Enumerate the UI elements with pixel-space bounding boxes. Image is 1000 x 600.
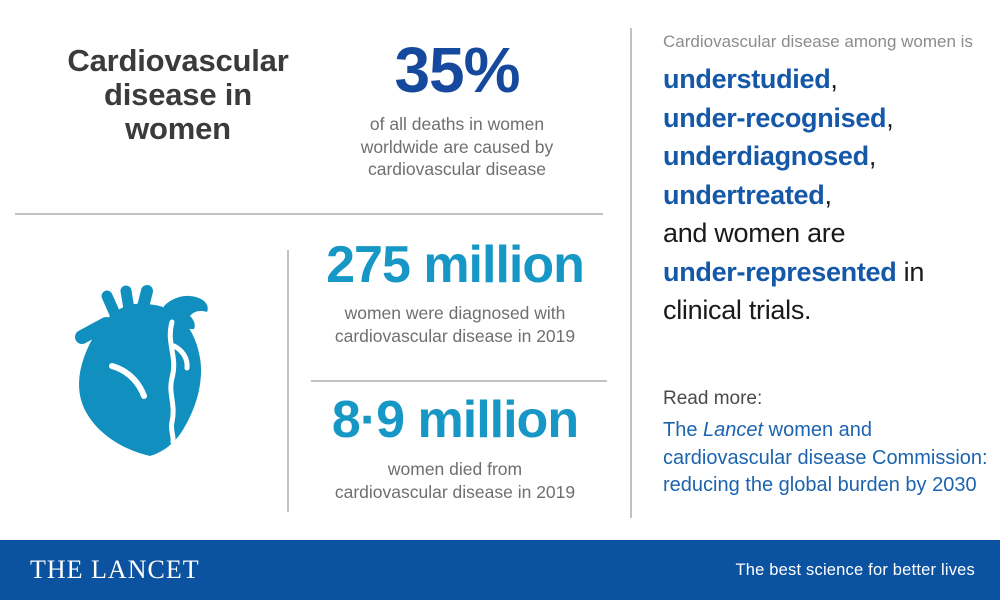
footer-tagline: The best science for better lives [735,560,975,579]
divider-right-panel [630,28,632,518]
line-rest: and women are [663,218,846,248]
anatomical-heart-icon [68,282,218,464]
commission-link-line: cardiovascular disease Commission: [663,446,988,469]
commission-link-line: reducing the global burden by 2030 [663,474,977,496]
right-panel-emphasis-lines: understudied, under-recognised, underdia… [663,60,993,330]
commission-link[interactable]: The Lancet women and cardiovascular dise… [663,417,993,500]
stat-diagnosed-caption: women were diagnosed with cardiovascular… [334,303,576,346]
read-more-label: Read more: [663,388,763,409]
line-rest: , [824,179,832,210]
stat-deaths-percentage-caption: of all deaths in women worldwide are cau… [360,114,554,179]
emphasis-line: under-recognised, [663,99,993,138]
emphasis-line: under-represented in [663,253,993,292]
line-rest: in [896,256,925,287]
emphasis-word: under-represented [663,256,897,287]
link-text: women and [763,419,873,441]
lancet-italic: Lancet [703,419,764,441]
footer-bar: THE LANCET The best science for better l… [0,540,1000,600]
link-text: The [663,419,704,441]
line-rest: , [886,102,894,133]
emphasis-line: undertreated, [663,176,993,215]
right-panel-intro: Cardiovascular disease among women is [663,32,973,51]
stat-diagnosed-value: 275 million [326,236,585,294]
emphasis-word: undertreated [663,179,825,210]
emphasis-word: under-recognised [663,102,887,133]
divider-under-title [15,213,603,215]
emphasis-line: underdiagnosed, [663,137,993,176]
emphasis-line: clinical trials. [663,291,993,330]
emphasis-word: underdiagnosed [663,141,869,171]
emphasis-line: and women are [663,214,993,253]
divider-stats-vertical [287,250,289,512]
page-title: Cardiovascular disease in women [67,43,289,146]
line-rest: , [868,141,877,171]
stat-deaths-percentage-value: 35% [394,34,520,106]
stat-died-caption: women died from cardiovascular disease i… [334,459,576,502]
lancet-logo: THE LANCET [30,555,200,584]
line-rest: clinical trials. [663,295,812,325]
line-rest: , [830,64,838,94]
emphasis-line: understudied, [663,60,993,99]
commission-link-line: The Lancet women and [663,417,993,445]
stat-died-value: 8·9 million [331,391,579,449]
divider-between-stats [311,380,607,382]
emphasis-word: understudied [663,64,831,94]
